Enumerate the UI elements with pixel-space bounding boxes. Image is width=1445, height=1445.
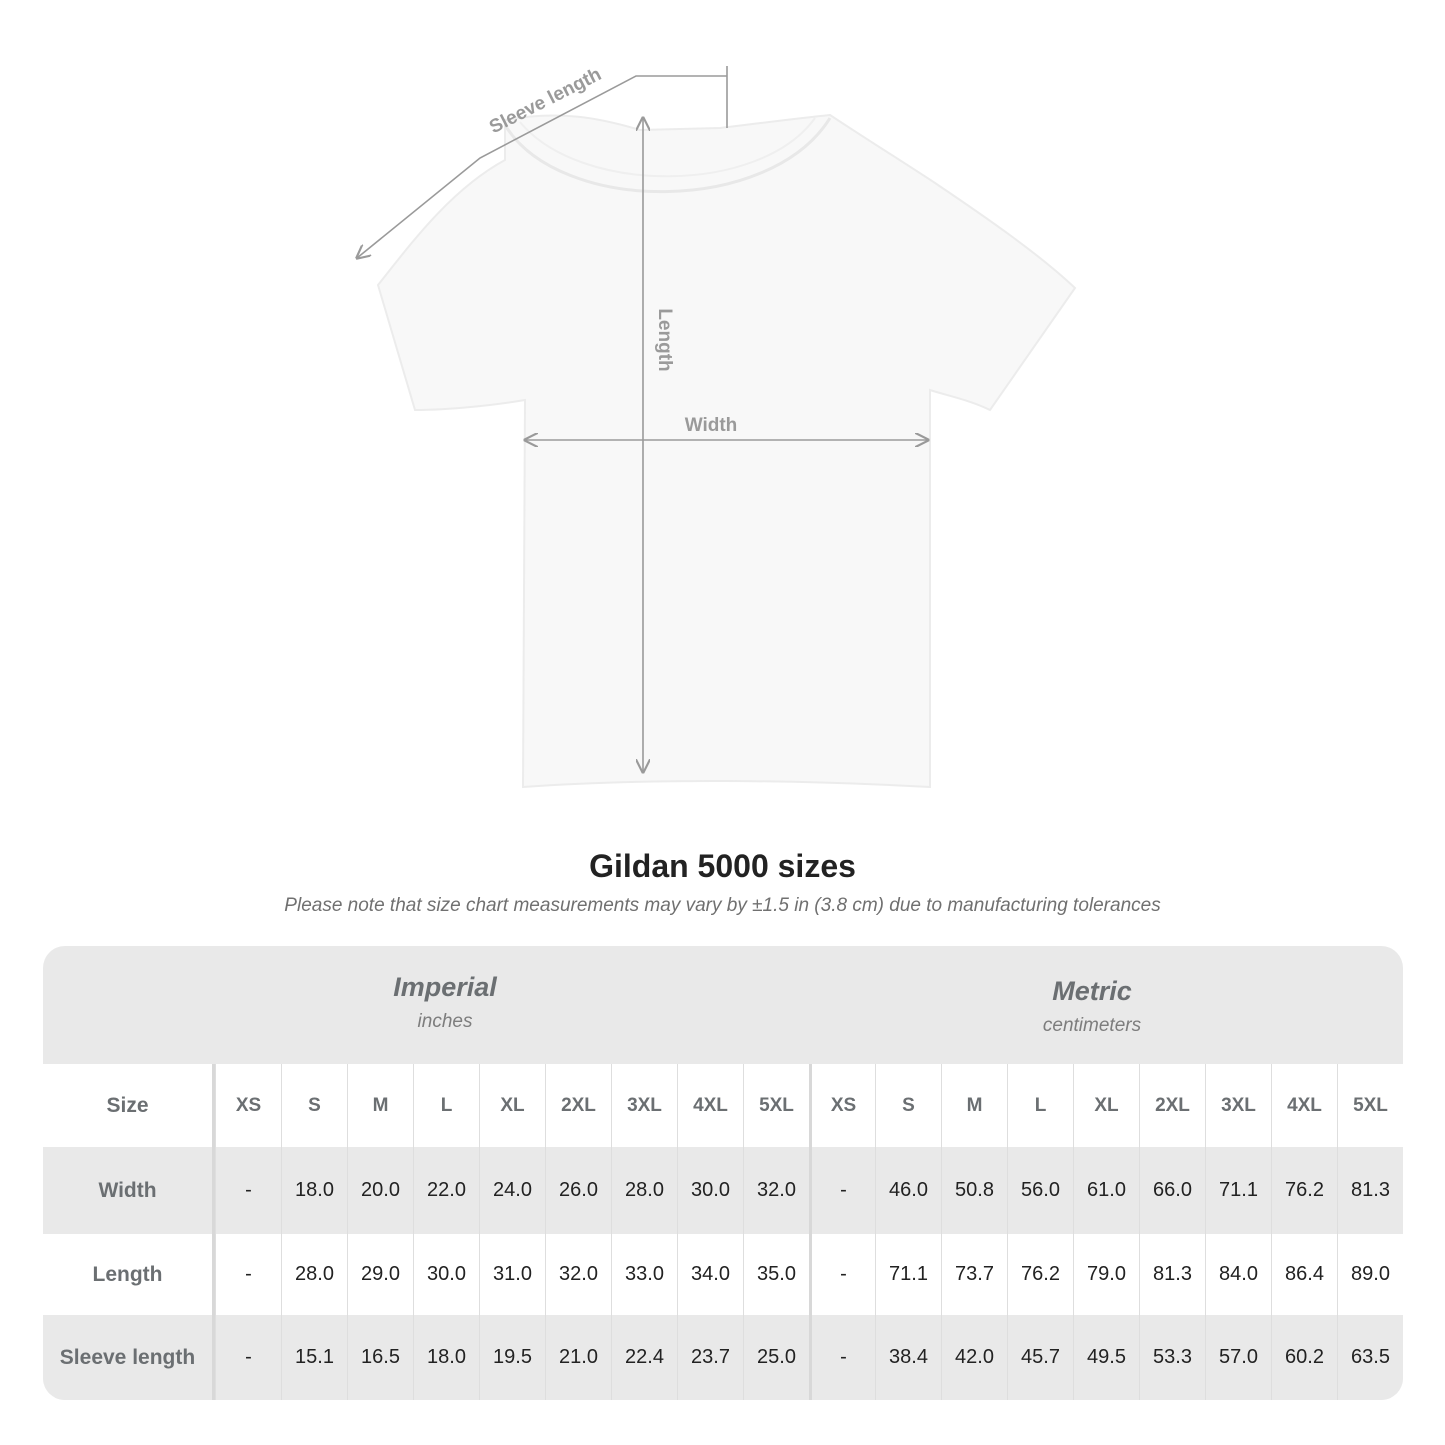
metric-header: Metric centimeters bbox=[809, 946, 1375, 1064]
value-cell: 33.0 bbox=[611, 1234, 677, 1315]
value-cell: 38.4 bbox=[875, 1315, 941, 1400]
table-row: Sleeve length -15.1 16.5 18.0 19.5 21.0 22.4 23… bbox=[43, 1315, 1403, 1400]
size-header-cell: 2XL bbox=[545, 1064, 611, 1147]
value-cell: 53.3 bbox=[1139, 1315, 1205, 1400]
size-header-cell: 5XL bbox=[1337, 1064, 1403, 1147]
value-cell: 60.2 bbox=[1271, 1315, 1337, 1400]
value-cell: 16.5 bbox=[347, 1315, 413, 1400]
value-cell: 63.5 bbox=[1337, 1315, 1403, 1400]
size-header-cell: 2XL bbox=[1139, 1064, 1205, 1147]
value-cell: 29.0 bbox=[347, 1234, 413, 1315]
value-cell: - bbox=[215, 1234, 281, 1315]
imperial-title: Imperial bbox=[393, 972, 497, 1002]
size-header-row: Size XS S M L XL 2XL 3XL 4XL 5XL XS S M L XL 2XL 3XL 4XL 5… bbox=[43, 1064, 1403, 1147]
width-label: Width bbox=[685, 415, 738, 436]
value-cell: 23.7 bbox=[677, 1315, 743, 1400]
value-cell: 18.0 bbox=[281, 1147, 347, 1234]
imperial-header: Imperial inches bbox=[215, 946, 675, 1064]
tshirt-diagram: Sleeve length Length Width bbox=[0, 64, 1077, 789]
size-header-cell: XL bbox=[479, 1064, 545, 1147]
value-cell: 20.0 bbox=[347, 1147, 413, 1234]
value-cell: - bbox=[215, 1315, 281, 1400]
table-row: Length -28.0 29.0 30.0 31.0 32.0 33.0 34.0 35.0-… bbox=[43, 1234, 1403, 1315]
value-cell: 24.0 bbox=[479, 1147, 545, 1234]
value-cell: 22.4 bbox=[611, 1315, 677, 1400]
row-label: Width bbox=[43, 1147, 215, 1234]
value-cell: 34.0 bbox=[677, 1234, 743, 1315]
value-cell: 50.8 bbox=[941, 1147, 1007, 1234]
value-cell: 76.2 bbox=[1271, 1147, 1337, 1234]
value-cell: 30.0 bbox=[677, 1147, 743, 1234]
value-cell: 73.7 bbox=[941, 1234, 1007, 1315]
value-cell: 22.0 bbox=[413, 1147, 479, 1234]
value-cell: 71.1 bbox=[875, 1234, 941, 1315]
value-cell: 46.0 bbox=[875, 1147, 941, 1234]
value-cell: 25.0 bbox=[743, 1315, 809, 1400]
metric-title: Metric bbox=[1052, 976, 1132, 1006]
length-label: Length bbox=[654, 308, 675, 371]
value-cell: - bbox=[809, 1147, 875, 1234]
metric-unit: centimeters bbox=[1042, 1015, 1142, 1036]
size-header-cell: L bbox=[1007, 1064, 1073, 1147]
size-grid: Size XS S M L XL 2XL 3XL 4XL 5XL XS S M L XL 2XL 3XL 4XL 5… bbox=[43, 1064, 1403, 1400]
sleeve-measure-line bbox=[357, 66, 728, 258]
size-header-cell: 4XL bbox=[1271, 1064, 1337, 1147]
value-cell: 61.0 bbox=[1073, 1147, 1139, 1234]
value-cell: 15.1 bbox=[281, 1315, 347, 1400]
value-cell: - bbox=[809, 1315, 875, 1400]
imperial-unit: inches bbox=[417, 1011, 473, 1032]
size-header-cell: 3XL bbox=[611, 1064, 677, 1147]
value-cell: - bbox=[215, 1147, 281, 1234]
value-cell: 89.0 bbox=[1337, 1234, 1403, 1315]
size-header-cell: S bbox=[281, 1064, 347, 1147]
value-cell: 56.0 bbox=[1007, 1147, 1073, 1234]
value-cell: 76.2 bbox=[1007, 1234, 1073, 1315]
size-header-cell: XS bbox=[809, 1064, 875, 1147]
size-header-cell: 3XL bbox=[1205, 1064, 1271, 1147]
value-cell: 18.0 bbox=[413, 1315, 479, 1400]
value-cell: 71.1 bbox=[1205, 1147, 1271, 1234]
value-cell: 32.0 bbox=[743, 1147, 809, 1234]
value-cell: 19.5 bbox=[479, 1315, 545, 1400]
tshirt-shape bbox=[376, 113, 1077, 789]
size-header-cell: M bbox=[347, 1064, 413, 1147]
value-cell: 42.0 bbox=[941, 1315, 1007, 1400]
size-header-cell: 4XL bbox=[677, 1064, 743, 1147]
value-cell: 31.0 bbox=[479, 1234, 545, 1315]
value-cell: 28.0 bbox=[281, 1234, 347, 1315]
chart-title: Gildan 5000 sizes bbox=[589, 848, 856, 884]
tolerance-note: Please note that size chart measurements… bbox=[284, 895, 1161, 916]
size-table: Imperial inches Metric centimeters Size X… bbox=[43, 946, 1403, 1400]
value-cell: 49.5 bbox=[1073, 1315, 1139, 1400]
size-header-cell: L bbox=[413, 1064, 479, 1147]
tshirt-collar-inner bbox=[519, 117, 816, 178]
value-cell: 81.3 bbox=[1337, 1147, 1403, 1234]
size-header-cell: M bbox=[941, 1064, 1007, 1147]
row-label: Length bbox=[43, 1234, 215, 1315]
value-cell: 28.0 bbox=[611, 1147, 677, 1234]
value-cell: 66.0 bbox=[1139, 1147, 1205, 1234]
size-header-cell: 5XL bbox=[743, 1064, 809, 1147]
size-header-cell: S bbox=[875, 1064, 941, 1147]
value-cell: 86.4 bbox=[1271, 1234, 1337, 1315]
value-cell: 32.0 bbox=[545, 1234, 611, 1315]
value-cell: 21.0 bbox=[545, 1315, 611, 1400]
size-header-cell: XL bbox=[1073, 1064, 1139, 1147]
value-cell: 81.3 bbox=[1139, 1234, 1205, 1315]
value-cell: 79.0 bbox=[1073, 1234, 1139, 1315]
value-cell: 45.7 bbox=[1007, 1315, 1073, 1400]
value-cell: 26.0 bbox=[545, 1147, 611, 1234]
value-cell: 84.0 bbox=[1205, 1234, 1271, 1315]
tshirt-collar bbox=[503, 117, 832, 194]
row-label: Sleeve length bbox=[43, 1315, 215, 1400]
value-cell: 30.0 bbox=[413, 1234, 479, 1315]
size-header-cell: XS bbox=[215, 1064, 281, 1147]
table-row: Width -18.0 20.0 22.0 24.0 26.0 28.0 30.0 32.0-4… bbox=[43, 1147, 1403, 1234]
size-row-label: Size bbox=[43, 1064, 215, 1147]
value-cell: 35.0 bbox=[743, 1234, 809, 1315]
value-cell: - bbox=[809, 1234, 875, 1315]
value-cell: 57.0 bbox=[1205, 1315, 1271, 1400]
